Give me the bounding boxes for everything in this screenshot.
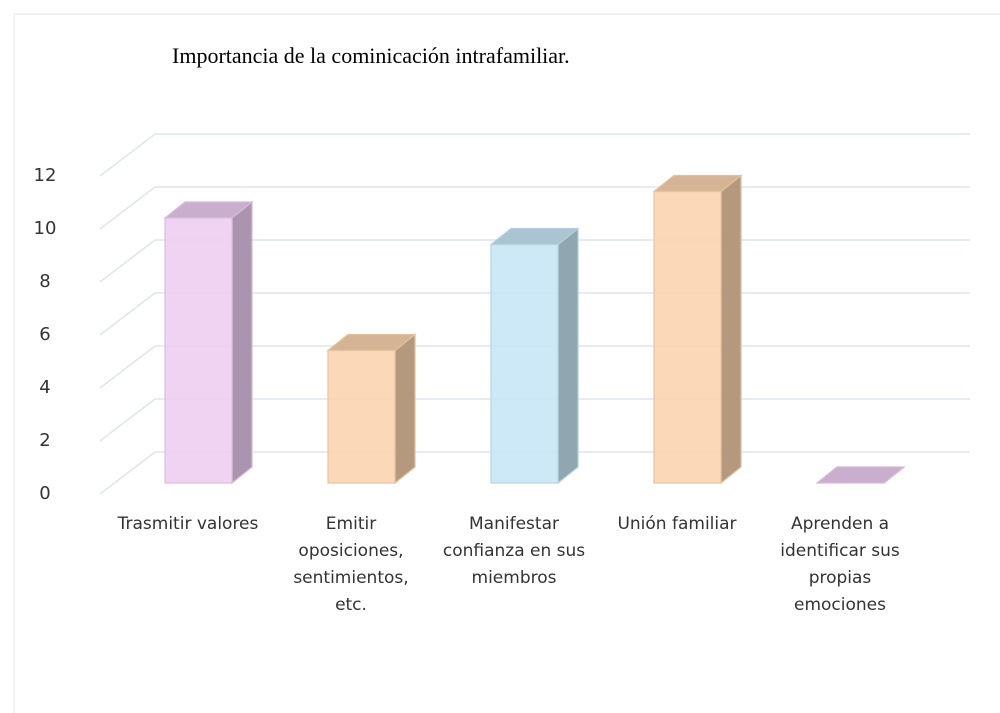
x-tick-label: Aprenden a identificar sus propias emoci… [780, 514, 900, 615]
chart-title: Importancia de la cominicación intrafami… [172, 43, 570, 68]
y-tick-label: 8 [39, 271, 50, 292]
bar [652, 174, 743, 485]
grid-line-side [99, 186, 156, 230]
grid-line-side [99, 345, 156, 389]
grid-line-side [99, 451, 156, 495]
bar-side [557, 227, 579, 485]
bar-front [490, 243, 559, 484]
y-tick-label: 2 [39, 430, 50, 451]
y-tick-label: 4 [39, 377, 50, 398]
x-tick-label: Trasmitir valores [117, 514, 259, 534]
bar-side [720, 174, 742, 485]
y-tick-label: 6 [39, 324, 50, 345]
x-tick-label: Unión familiar [617, 514, 737, 534]
bar-front [327, 349, 396, 484]
bar-top [815, 466, 906, 484]
bar-side [231, 200, 253, 485]
bar [815, 466, 906, 484]
x-tick-label: Manifestar confianza en sus miembros [442, 514, 586, 588]
bar-front [164, 217, 233, 484]
y-tick-label: 0 [39, 483, 50, 504]
y-tick-label: 12 [34, 165, 57, 186]
x-tick-label: Emitir oposiciones, sentimientos, etc. [293, 514, 409, 615]
bar-front [653, 190, 722, 484]
grid-line-side [99, 239, 156, 283]
grid-line-side [99, 133, 156, 177]
y-tick-label: 10 [34, 218, 57, 239]
grid-line-side [99, 292, 156, 336]
bar [163, 200, 254, 485]
grid-line [99, 186, 970, 230]
grid-line [99, 133, 970, 177]
bar-side [394, 333, 416, 485]
bar [489, 227, 580, 485]
bar [326, 333, 417, 485]
grid-line-side [99, 398, 156, 442]
